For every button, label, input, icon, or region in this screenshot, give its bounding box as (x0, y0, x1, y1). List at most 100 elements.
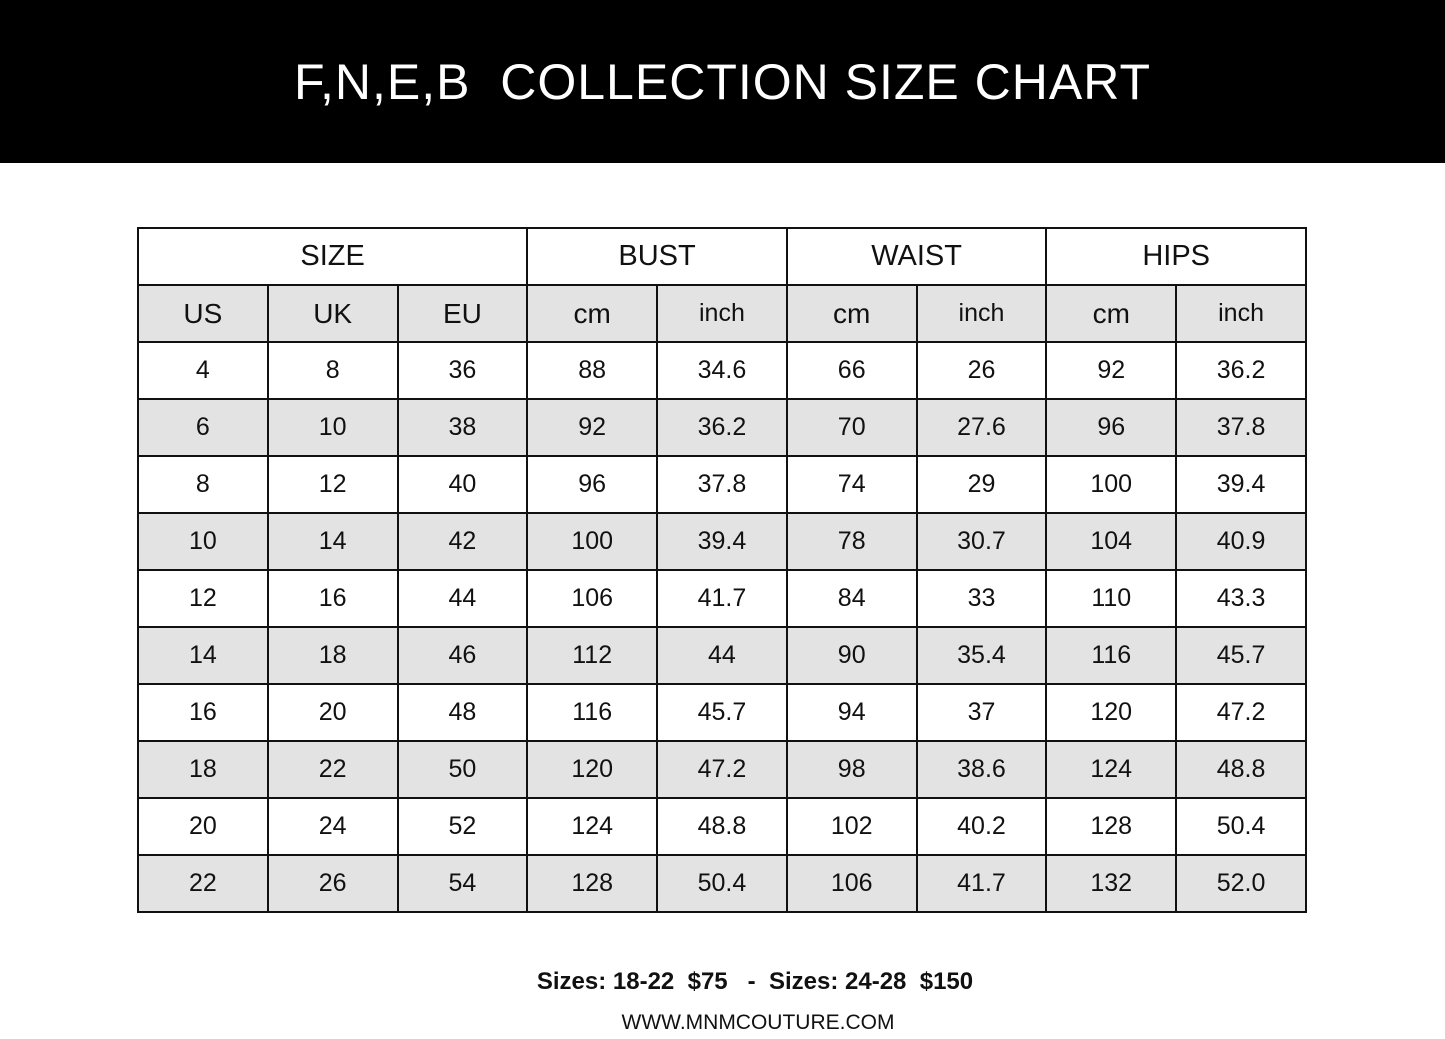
table-cell: 44 (396, 569, 529, 628)
subheader-waist-cm: cm (785, 284, 918, 343)
website-url: WWW.MNMCOUTURE.COM (621, 1011, 895, 1034)
table-cell: 16 (266, 569, 399, 628)
table-cell: 106 (526, 569, 659, 628)
table-cell: 48 (396, 683, 529, 742)
table-cell: 94 (785, 683, 918, 742)
table-cell: 128 (526, 854, 659, 913)
table-cell: 46 (396, 626, 529, 685)
group-header-waist: WAIST (785, 227, 1048, 286)
table-cell: 18 (266, 626, 399, 685)
table-cell: 39.4 (1175, 455, 1307, 514)
group-header-row: SIZE BUST WAIST HIPS (136, 227, 1307, 286)
table-row: 10 14 42 100 39.4 78 30.7 104 40.9 (137, 512, 1307, 571)
table-cell: 14 (266, 512, 399, 571)
table-cell: 37 (915, 683, 1048, 742)
table-cell: 30.7 (915, 512, 1048, 571)
table-cell: 40 (396, 455, 529, 514)
table-cell: 20 (137, 797, 269, 856)
table-cell: 44 (656, 626, 788, 685)
table-cell: 47.2 (656, 740, 788, 799)
table-cell: 54 (396, 854, 529, 913)
table-cell: 8 (266, 341, 399, 400)
table-cell: 50.4 (656, 854, 788, 913)
table-cell: 45.7 (656, 683, 788, 742)
table-cell: 10 (137, 512, 269, 571)
table-cell: 8 (137, 455, 269, 514)
table-cell: 66 (785, 341, 918, 400)
table-cell: 36 (396, 341, 529, 400)
table-cell: 132 (1045, 854, 1178, 913)
table-cell: 40.2 (915, 797, 1048, 856)
table-cell: 116 (526, 683, 659, 742)
table-cell: 36.2 (1175, 341, 1307, 400)
table-row: 12 16 44 106 41.7 84 33 110 43.3 (137, 569, 1307, 628)
table-cell: 124 (526, 797, 659, 856)
table-cell: 27.6 (915, 398, 1048, 457)
table-cell: 20 (266, 683, 399, 742)
table-cell: 16 (137, 683, 269, 742)
subheader-us: US (137, 284, 269, 343)
subheader-waist-inch: inch (915, 284, 1048, 343)
table-cell: 78 (785, 512, 918, 571)
group-header-hips: HIPS (1045, 227, 1307, 286)
table-cell: 22 (266, 740, 399, 799)
table-cell: 96 (526, 455, 659, 514)
table-cell: 36.2 (656, 398, 788, 457)
table-cell: 92 (1045, 341, 1178, 400)
table-cell: 37.8 (656, 455, 788, 514)
table-cell: 102 (785, 797, 918, 856)
subheader-row: US UK EU cm inch cm inch cm inch (137, 284, 1307, 343)
table-cell: 100 (1045, 455, 1178, 514)
table-row: 4 8 36 88 34.6 66 26 92 36.2 (137, 341, 1307, 400)
table-row: 22 26 54 128 50.4 106 41.7 132 52.0 (137, 854, 1307, 913)
table-cell: 26 (915, 341, 1048, 400)
table-cell: 38.6 (915, 740, 1048, 799)
title-banner: F,N,E,B COLLECTION SIZE CHART (0, 0, 1445, 163)
table-cell: 26 (266, 854, 399, 913)
table-cell: 48.8 (656, 797, 788, 856)
table-cell: 39.4 (656, 512, 788, 571)
table-cell: 34.6 (656, 341, 788, 400)
table-cell: 14 (137, 626, 269, 685)
group-header-bust: BUST (526, 227, 788, 286)
subheader-eu: EU (396, 284, 529, 343)
subheader-uk: UK (266, 284, 399, 343)
table-cell: 106 (785, 854, 918, 913)
table-cell: 24 (266, 797, 399, 856)
table-cell: 48.8 (1175, 740, 1307, 799)
table-cell: 104 (1045, 512, 1178, 571)
table-cell: 96 (1045, 398, 1178, 457)
table-cell: 98 (785, 740, 918, 799)
table-cell: 100 (526, 512, 659, 571)
size-chart-table: SIZE BUST WAIST HIPS US UK EU cm inch cm… (136, 227, 1307, 913)
pricing-note: Sizes: 18-22 $75 - Sizes: 24-28 $150 (536, 968, 974, 995)
table-cell: 112 (526, 626, 659, 685)
table-cell: 12 (137, 569, 269, 628)
table-cell: 41.7 (656, 569, 788, 628)
table-cell: 37.8 (1175, 398, 1307, 457)
table-cell: 116 (1045, 626, 1178, 685)
table-cell: 4 (137, 341, 269, 400)
table-cell: 42 (396, 512, 529, 571)
table-cell: 47.2 (1175, 683, 1307, 742)
table-cell: 6 (137, 398, 269, 457)
table-cell: 90 (785, 626, 918, 685)
subheader-hips-cm: cm (1045, 284, 1178, 343)
table-cell: 35.4 (915, 626, 1048, 685)
subheader-bust-inch: inch (656, 284, 788, 343)
table-cell: 120 (526, 740, 659, 799)
table-cell: 38 (396, 398, 529, 457)
table-cell: 43.3 (1175, 569, 1307, 628)
table-row: 16 20 48 116 45.7 94 37 120 47.2 (137, 683, 1307, 742)
table-cell: 70 (785, 398, 918, 457)
table-cell: 50 (396, 740, 529, 799)
table-row: 6 10 38 92 36.2 70 27.6 96 37.8 (137, 398, 1307, 457)
table-cell: 52 (396, 797, 529, 856)
table-cell: 84 (785, 569, 918, 628)
table-cell: 33 (915, 569, 1048, 628)
subheader-bust-cm: cm (526, 284, 659, 343)
table-row: 14 18 46 112 44 90 35.4 116 45.7 (137, 626, 1307, 685)
table-cell: 40.9 (1175, 512, 1307, 571)
table-row: 18 22 50 120 47.2 98 38.6 124 48.8 (137, 740, 1307, 799)
table-cell: 22 (137, 854, 269, 913)
